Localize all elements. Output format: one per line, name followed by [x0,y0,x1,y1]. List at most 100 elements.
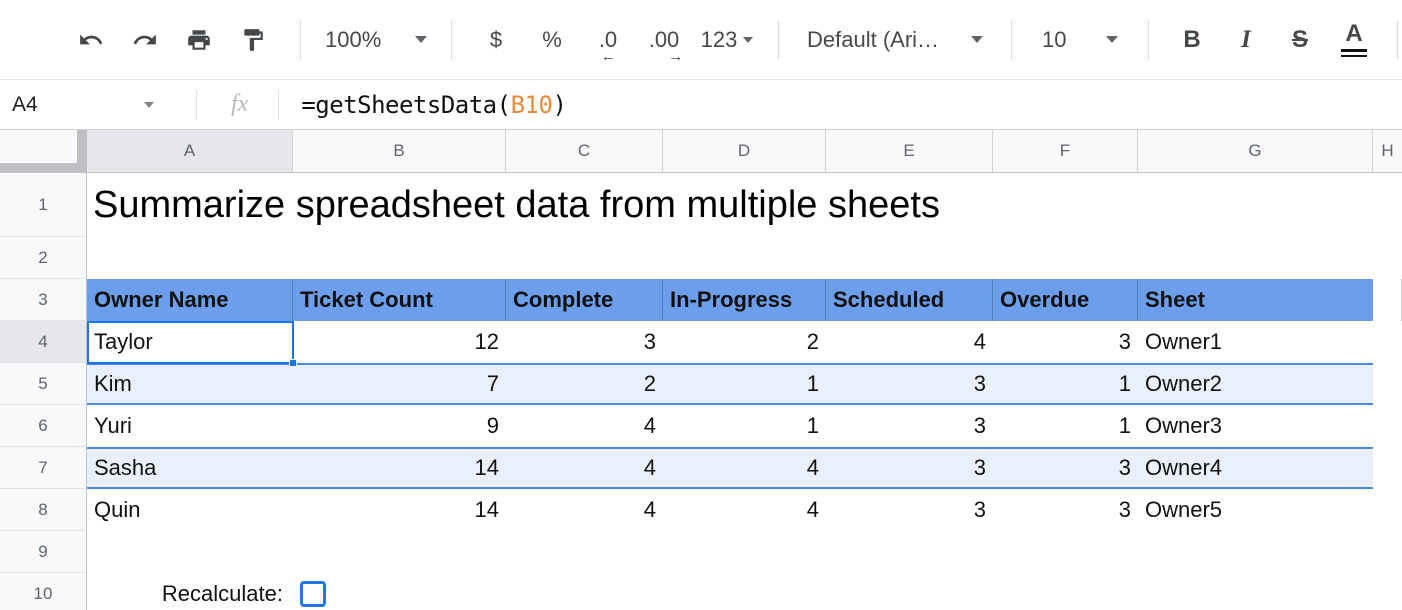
format-percent-button[interactable]: % [524,17,580,63]
zoom-dropdown[interactable]: 100% [317,17,435,63]
column-header-c[interactable]: C [506,130,663,173]
table-cell[interactable]: 1 [806,413,819,438]
empty-cell[interactable] [87,531,1402,573]
row-header-1[interactable]: 1 [0,173,87,237]
table-header-cell[interactable]: Sheet [1145,287,1205,312]
formula-suffix: ) [552,90,567,119]
font-family-dropdown[interactable]: Default (Ari… [795,17,995,63]
table-header-cell[interactable]: Overdue [993,279,1138,321]
row-header-4[interactable]: 4 [0,321,87,363]
formula-input[interactable]: =getSheetsData(B10) [301,90,567,119]
table-cell[interactable]: 4 [806,497,819,522]
table-cell[interactable]: Owner4 [1145,455,1223,480]
bold-button[interactable]: B [1165,17,1219,63]
table-cell[interactable]: Sasha [94,455,157,480]
column-header-h[interactable]: H [1373,130,1402,173]
row-header-8[interactable]: 8 [0,489,87,531]
row-header-9[interactable]: 9 [0,531,87,573]
table-header-cell[interactable]: Owner Name [87,279,293,321]
table-header-cell[interactable]: Ticket Count [293,279,506,321]
strikethrough-button[interactable]: S [1273,17,1327,63]
table-cell[interactable]: 3 [1118,455,1131,480]
fill-handle[interactable] [289,359,297,367]
table-cell[interactable]: 4 [643,455,656,480]
table-cell[interactable]: 3 [1118,329,1131,354]
decrease-decimal-button[interactable]: .0 ← [580,17,636,65]
sheet-row-2: 2 [0,237,1402,279]
column-header-d[interactable]: D [663,130,826,173]
increase-decimal-button[interactable]: .00 → [636,17,692,65]
redo-button[interactable] [122,17,168,63]
column-header-b[interactable]: B [293,130,506,173]
undo-button[interactable] [68,17,114,63]
paint-format-button[interactable] [230,17,276,63]
table-cell[interactable]: 9 [486,413,499,438]
table-cell[interactable]: 2 [643,371,656,396]
table-cell[interactable]: 1 [1118,371,1131,396]
italic-button[interactable]: I [1219,17,1273,63]
more-formats-button[interactable]: 123 [692,17,762,63]
table-cell[interactable]: 3 [973,371,986,396]
text-color-button[interactable]: A [1327,17,1381,63]
empty-cell[interactable] [1373,363,1402,405]
print-button[interactable] [176,17,222,63]
spreadsheet-grid: A B C D E F G H 1 Summarize spreadsheet … [0,130,1402,610]
table-header-cell[interactable]: In-Progress [663,279,826,321]
recalculate-label[interactable]: Recalculate: [161,581,283,606]
table-cell[interactable]: 3 [973,413,986,438]
table-cell[interactable]: 12 [474,329,499,354]
table-cell[interactable]: 3 [973,455,986,480]
row-header-3[interactable]: 3 [0,279,87,321]
table-cell[interactable]: Owner3 [1145,413,1223,438]
column-header-f[interactable]: F [993,130,1138,173]
row-header-7[interactable]: 7 [0,447,87,489]
more-formats-icon: 123 [700,26,738,52]
table-header-cell[interactable]: Scheduled [826,279,993,321]
table-cell[interactable]: Yuri [94,413,132,438]
empty-cell[interactable] [1373,279,1402,321]
formula-bar-divider [278,89,280,120]
table-cell[interactable]: 7 [486,371,499,396]
table-cell[interactable]: 4 [806,455,819,480]
undo-icon [78,27,104,53]
font-size-dropdown[interactable]: 10 [1028,17,1132,63]
row-header-5[interactable]: 5 [0,363,87,405]
name-box[interactable]: A4 [0,80,196,129]
table-cell[interactable]: Quin [94,497,141,522]
table-cell[interactable]: 4 [643,413,656,438]
toolbar-divider [1011,19,1012,60]
recalculate-checkbox[interactable] [300,581,326,607]
empty-cell[interactable] [1373,321,1402,363]
table-cell[interactable]: Owner1 [1145,329,1223,354]
table-cell[interactable]: 2 [806,329,819,354]
table-cell[interactable]: 14 [474,455,499,480]
sheet-row-1: 1 Summarize spreadsheet data from multip… [0,173,1402,237]
table-cell[interactable]: 1 [806,371,819,396]
table-header-cell[interactable]: Complete [506,279,663,321]
row-header-6[interactable]: 6 [0,405,87,447]
column-header-g[interactable]: G [1138,130,1373,173]
table-cell[interactable]: 14 [474,497,499,522]
table-cell[interactable]: Kim [94,371,132,396]
empty-cell[interactable] [1373,489,1402,531]
title-cell[interactable]: Summarize spreadsheet data from multiple… [93,183,940,226]
table-cell[interactable]: 1 [1118,413,1131,438]
decrease-decimal-icon: .0 [598,26,618,52]
row-header-2[interactable]: 2 [0,237,87,279]
empty-cell[interactable] [1373,447,1402,489]
selected-cell-A4[interactable]: Taylor [94,329,153,354]
column-header-a[interactable]: A [87,130,293,173]
select-all-corner[interactable] [0,130,87,173]
row-header-10[interactable]: 10 [0,573,87,610]
format-currency-button[interactable]: $ [468,17,524,63]
table-cell[interactable]: 3 [973,497,986,522]
empty-cell[interactable] [1373,405,1402,447]
column-header-e[interactable]: E [826,130,993,173]
table-cell[interactable]: 4 [643,497,656,522]
table-cell[interactable]: 4 [973,329,986,354]
table-cell[interactable]: Owner2 [1145,371,1223,396]
table-cell[interactable]: 3 [643,329,656,354]
empty-cell[interactable] [87,237,1402,279]
table-cell[interactable]: Owner5 [1145,497,1223,522]
table-cell[interactable]: 3 [1118,497,1131,522]
